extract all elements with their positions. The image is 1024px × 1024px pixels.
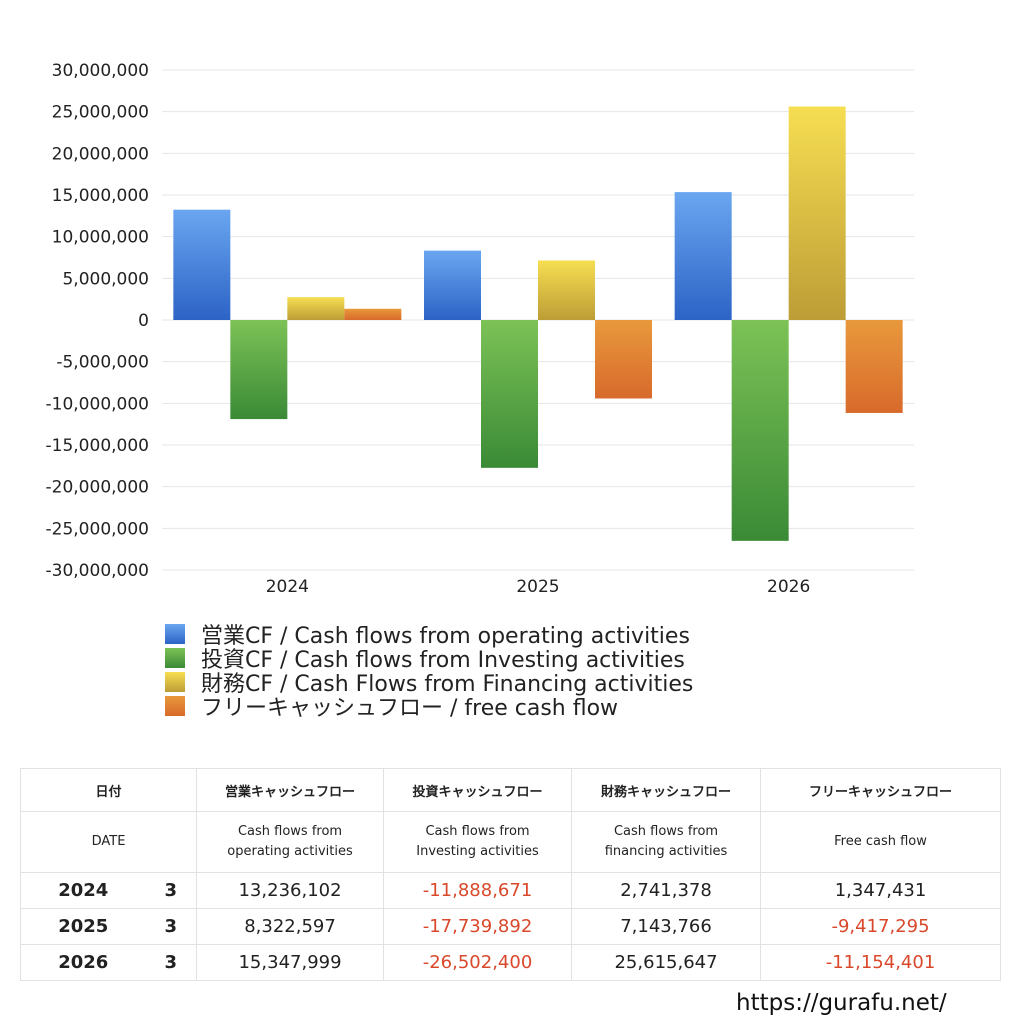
header-operating-jp: 営業キャッシュフロー (196, 768, 385, 812)
bar-2025-series-2 (538, 260, 595, 320)
cell-financing: 7,143,766 (571, 908, 762, 945)
cell-financing: 25,615,647 (571, 944, 762, 981)
legend-item-free: フリーキャッシュフロー / free cash flow (165, 694, 693, 721)
header-financing-en: Cash flows from financing activities (571, 811, 762, 873)
row-year: 2024 (20, 872, 146, 909)
legend-label-operating: 営業CF / Cash flows from operating activit… (201, 624, 690, 649)
header-free-jp: フリーキャッシュフロー (760, 768, 1002, 812)
legend-item-operating: 営業CF / Cash flows from operating activit… (165, 622, 693, 649)
y-tick-label: 30,000,000 (52, 61, 149, 81)
header-operating-en-line2: operating activities (227, 844, 353, 859)
cell-operating: 15,347,999 (196, 944, 385, 981)
cell-financing: 2,741,378 (571, 872, 762, 909)
table-header-jp: 日付 営業キャッシュフロー 投資キャッシュフロー 財務キャッシュフロー フリーキ… (19, 768, 1002, 812)
bar-2026-series-1 (731, 320, 789, 541)
cell-operating: 8,322,597 (196, 908, 385, 945)
legend-label-free: フリーキャッシュフロー / free cash flow (201, 696, 619, 721)
x-tick-label: 2026 (767, 577, 810, 597)
header-financing-en-line1: Cash flows from (613, 824, 719, 839)
row-year: 2026 (20, 944, 146, 981)
cell-free: 1,347,431 (760, 872, 1002, 909)
y-tick-label: 25,000,000 (52, 103, 149, 123)
cell-operating: 13,236,102 (196, 872, 385, 909)
header-date-en: DATE (19, 811, 198, 873)
y-axis-ticks: 30,000,000 25,000,000 20,000,000 15,000,000… (46, 61, 149, 581)
legend-item-investing: 投資CF / Cash flows from Investing activit… (165, 646, 693, 673)
legend-item-financing: 財務CF / Cash Flows from Financing activit… (165, 670, 693, 697)
cell-free: -11,154,401 (760, 944, 1002, 981)
legend: 営業CF / Cash flows from operating activit… (165, 622, 693, 721)
bar-2024-series-3 (344, 308, 402, 320)
y-tick-label: -15,000,000 (46, 436, 149, 456)
x-tick-label: 2024 (266, 577, 309, 597)
table-row: 2026 3 15,347,999 -26,502,400 25,615,647… (20, 944, 1002, 981)
y-tick-label: -25,000,000 (46, 519, 149, 539)
cell-investing: -11,888,671 (383, 872, 573, 909)
table-row: 2024 3 13,236,102 -11,888,671 2,741,378 … (20, 872, 1002, 909)
x-tick-label: 2025 (516, 577, 559, 597)
x-axis-ticks: 2024 2025 2026 (266, 577, 811, 597)
header-investing-en-line2: Investing activities (416, 844, 539, 859)
header-financing-en-line2: financing activities (604, 844, 728, 859)
bar-2025-series-1 (481, 320, 538, 468)
cell-investing: -17,739,892 (383, 908, 573, 945)
bar-2025-series-0 (424, 250, 481, 320)
header-financing-jp: 財務キャッシュフロー (571, 768, 762, 812)
y-tick-label: 20,000,000 (52, 144, 149, 164)
y-tick-label: 0 (138, 311, 149, 331)
cash-flow-table: 日付 営業キャッシュフロー 投資キャッシュフロー 財務キャッシュフロー フリーキ… (19, 768, 1002, 981)
row-year: 2025 (20, 908, 146, 945)
y-tick-label: -20,000,000 (46, 478, 149, 498)
bar-2026-series-3 (845, 320, 903, 413)
y-tick-label: 10,000,000 (52, 228, 149, 248)
table-row: 2025 3 8,322,597 -17,739,892 7,143,766 -… (20, 908, 1002, 945)
legend-swatch-operating (165, 624, 185, 644)
legend-label-financing: 財務CF / Cash Flows from Financing activit… (201, 672, 694, 697)
cell-investing: -26,502,400 (383, 944, 573, 981)
header-investing-en-line1: Cash flows from (425, 824, 530, 839)
site-url: https://gurafu.net/ (736, 990, 947, 1016)
legend-label-investing: 投資CF / Cash flows from Investing activit… (201, 648, 685, 673)
row-month: 3 (145, 944, 198, 981)
row-month: 3 (145, 908, 198, 945)
y-tick-label: 15,000,000 (52, 186, 149, 206)
header-investing-en: Cash flows from Investing activities (383, 811, 573, 873)
row-month: 3 (145, 872, 198, 909)
cash-flow-chart: 30,000,000 25,000,000 20,000,000 15,000,000… (46, 61, 914, 597)
bar-2025-series-3 (595, 320, 652, 399)
bar-2026-series-2 (788, 106, 846, 320)
legend-swatch-investing (165, 648, 185, 668)
y-tick-label: -10,000,000 (46, 394, 149, 414)
bar-2024-series-1 (230, 320, 288, 420)
legend-swatch-free (165, 696, 185, 716)
header-investing-jp: 投資キャッシュフロー (383, 768, 573, 812)
header-date-jp: 日付 (19, 768, 198, 812)
header-operating-en: Cash flows from operating activities (196, 811, 385, 873)
bar-2026-series-0 (674, 192, 732, 320)
bars (173, 106, 903, 541)
header-operating-en-line1: Cash flows from (237, 824, 343, 839)
header-free-en: Free cash flow (760, 811, 1002, 873)
legend-swatch-financing (165, 672, 185, 692)
y-tick-label: 5,000,000 (62, 269, 149, 289)
y-tick-label: -30,000,000 (46, 561, 149, 581)
bar-2024-series-0 (173, 209, 231, 320)
cell-free: -9,417,295 (760, 908, 1002, 945)
y-tick-label: -5,000,000 (56, 353, 149, 373)
bar-2024-series-2 (287, 297, 345, 320)
table-header-en: DATE Cash flows from operating activities… (19, 811, 1002, 873)
